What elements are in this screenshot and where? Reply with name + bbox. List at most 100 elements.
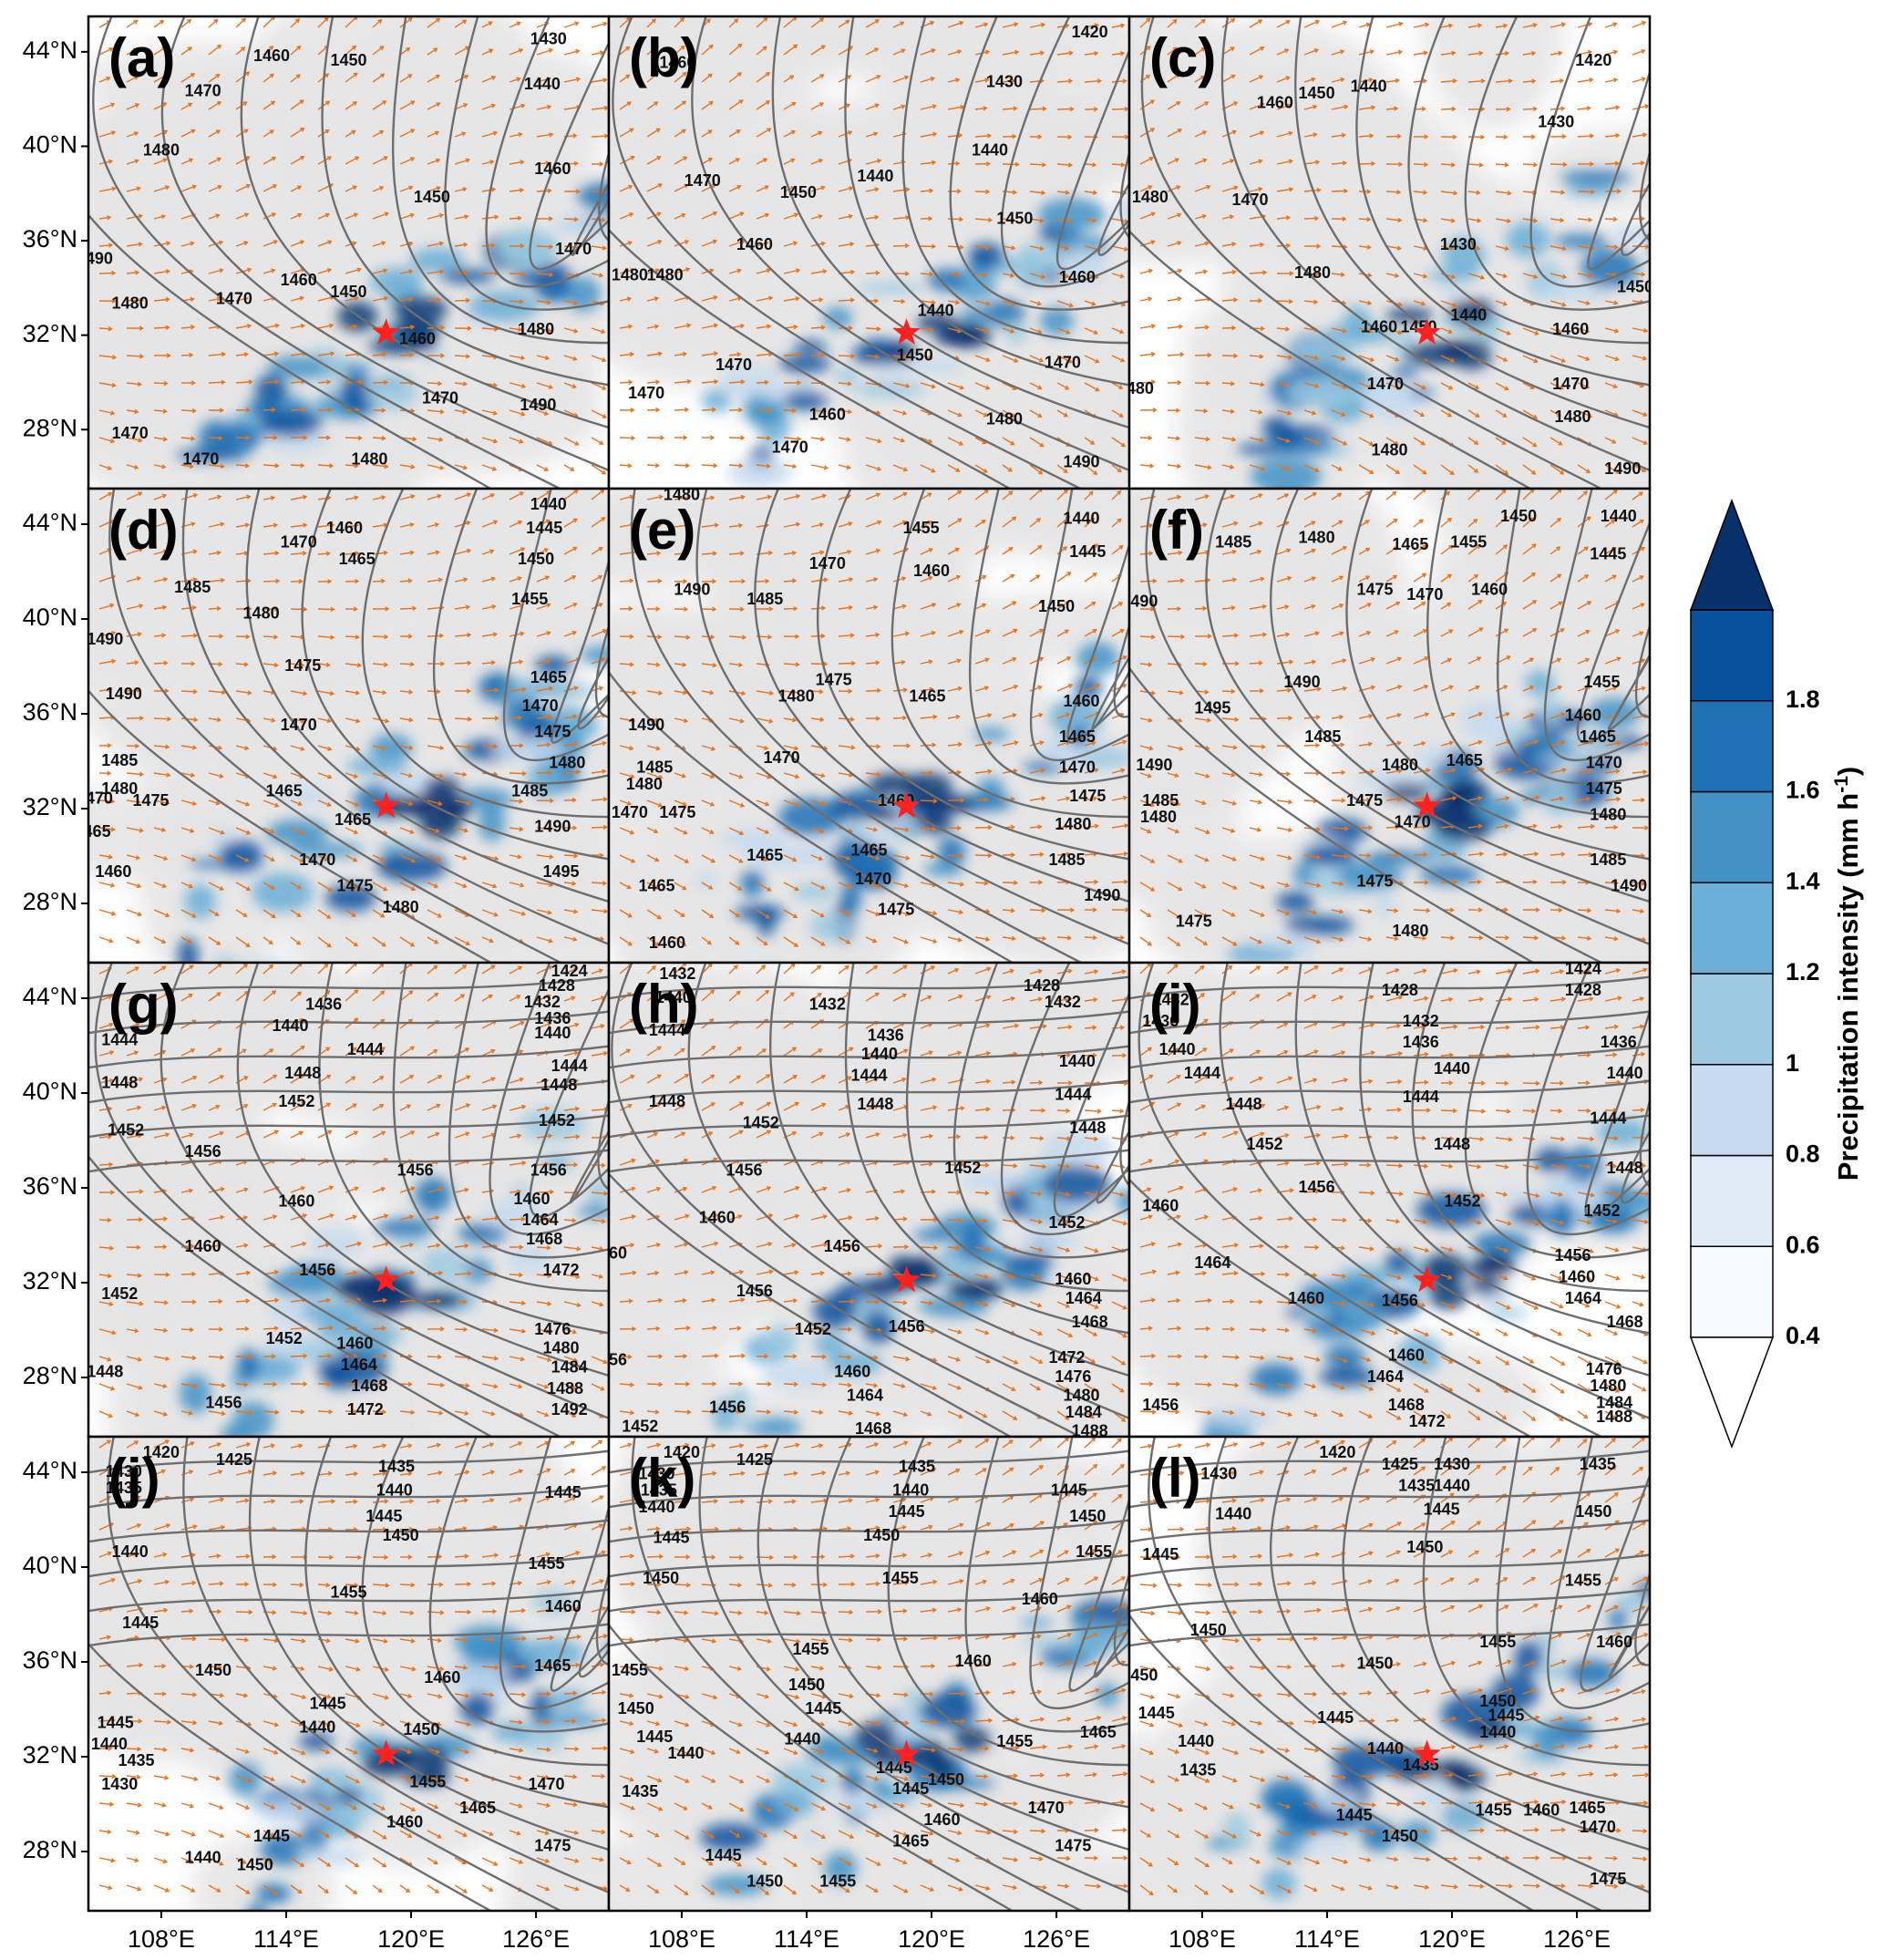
- contour-label: 1460: [699, 1209, 736, 1227]
- lon-tick-label: 114°E: [774, 1925, 839, 1953]
- contour-label: 1475: [1176, 913, 1212, 931]
- contour-label: 1456: [824, 1237, 860, 1255]
- contour-label: 1450: [1069, 1507, 1106, 1525]
- contour-label: 1456: [1382, 1292, 1418, 1310]
- contour-label: 1456: [299, 1261, 335, 1279]
- contour-label: 1470: [855, 870, 891, 888]
- contour-label: 1485: [636, 758, 673, 777]
- geopotential-contours: [88, 16, 609, 489]
- contour-label: 1465: [335, 810, 371, 829]
- contour-label: 1450: [1356, 1654, 1393, 1672]
- lon-tick-label: 120°E: [377, 1925, 445, 1953]
- contour-label: 1428: [539, 976, 575, 995]
- contour-label: 1470: [1059, 758, 1096, 777]
- contour-label: 1430: [1200, 1464, 1237, 1482]
- contour-label: 1475: [534, 1837, 571, 1855]
- colorbar-title: Precipitation intensity (mm h-1): [1831, 767, 1865, 1181]
- contour-label: 1460: [336, 1334, 373, 1352]
- contour-label: 1450: [746, 1872, 783, 1891]
- contour-label: 1440: [861, 1045, 898, 1063]
- contour-label: 1465: [1569, 1799, 1605, 1817]
- colorbar-bin: [1690, 1245, 1774, 1338]
- contour-label: 1450: [996, 209, 1033, 227]
- contour-label: 1440: [918, 302, 954, 320]
- contour-label: 1470: [422, 388, 458, 407]
- contour-label: 1460: [1257, 94, 1293, 112]
- precipitation-shading: [1200, 1119, 1650, 1437]
- contour-label: 1452: [1048, 1213, 1085, 1232]
- contour-label: 1460: [913, 562, 950, 580]
- geopotential-contours: [609, 489, 1129, 963]
- contour-label: 1440: [1607, 1064, 1643, 1082]
- contour-label: 1464: [1194, 1253, 1230, 1272]
- lat-tick-label: 32°N: [23, 1741, 77, 1769]
- contour-label: 1440: [639, 1498, 675, 1516]
- contour-label: 1465: [1080, 1723, 1117, 1741]
- contour-label: 1445: [365, 1507, 402, 1525]
- contour-label: 1455: [996, 1732, 1033, 1750]
- lon-tick-label: 114°E: [1294, 1925, 1360, 1953]
- contour-label: 1475: [1590, 1870, 1626, 1888]
- contour-label: 1444: [1184, 1064, 1220, 1082]
- contour-label: 1465: [75, 822, 111, 841]
- contour-label: 1465: [1059, 727, 1096, 746]
- contour-label: 1475: [534, 723, 571, 741]
- axes: 28°N 32°N 36°N 40°N 44°N 28°N 32°N 36°N 40°N 44°N…: [23, 36, 1611, 1953]
- contour-label: 1440: [667, 1744, 704, 1762]
- contour-label: 1465: [746, 846, 783, 864]
- contour-label: 1450: [618, 1699, 654, 1718]
- panel-label: (b): [629, 27, 699, 88]
- location-star-marker: [372, 1265, 400, 1293]
- contour-label: 1455: [1476, 1801, 1512, 1820]
- contour-label: 1452: [266, 1329, 303, 1347]
- contour-label: 1480: [549, 753, 585, 771]
- wind-vectors: [98, 16, 609, 475]
- contour-label: 1480: [1117, 379, 1154, 397]
- panel-label: (c): [1149, 27, 1216, 88]
- contour-label: 1444: [850, 1067, 887, 1085]
- geopotential-contours: [88, 963, 609, 1437]
- colorbar-bin: [1690, 790, 1774, 883]
- contour-label: 1485: [101, 751, 138, 769]
- contour-label: 1452: [108, 1120, 144, 1139]
- contour-label: 1465: [639, 877, 675, 895]
- contour-label: 1495: [542, 862, 579, 881]
- location-star-marker: [1413, 1265, 1441, 1293]
- contour-label: 1485: [1304, 727, 1341, 746]
- contour-label: 1468: [1607, 1313, 1643, 1331]
- contour-label: 1450: [195, 1661, 232, 1679]
- contour-label: 1460: [1063, 692, 1099, 710]
- contour-label: 1445: [1488, 1707, 1524, 1725]
- contour-label: 1450: [1299, 84, 1335, 102]
- panel-label: (i): [1149, 974, 1201, 1035]
- contour-label: 1428: [1565, 981, 1601, 999]
- contour-label: 1430: [1440, 235, 1477, 253]
- contour-label: 1456: [205, 1393, 242, 1411]
- contour-label: 1456: [1299, 1178, 1335, 1196]
- lat-tick-label: 32°N: [23, 320, 77, 347]
- contour-label: 1480: [1055, 815, 1091, 833]
- contour-label: 1465: [339, 550, 376, 568]
- location-star-marker: [892, 791, 921, 819]
- precipitation-shading: [699, 1599, 1129, 1896]
- contour-label: 1480: [664, 486, 700, 504]
- geopotential-contours: [1129, 16, 1650, 489]
- contour-label: 1440: [1434, 1476, 1470, 1494]
- contour-label: 1440: [376, 1481, 413, 1500]
- contour-label: 1440: [784, 1730, 820, 1749]
- contour-label: 1470: [185, 82, 221, 100]
- contour-label: 1490: [520, 396, 556, 414]
- contour-label: 1490: [1136, 756, 1172, 774]
- contour-label: 1476: [1055, 1367, 1091, 1386]
- contour-label: 1470: [182, 450, 219, 469]
- contour-label: 1445: [1336, 1806, 1373, 1824]
- lat-tick-label: 44°N: [23, 36, 77, 64]
- contour-label: 1452: [795, 1320, 831, 1338]
- contour-label: 1425: [1382, 1455, 1418, 1473]
- contour-label: 1480: [1140, 808, 1177, 826]
- contour-label: 1464: [1066, 1289, 1102, 1307]
